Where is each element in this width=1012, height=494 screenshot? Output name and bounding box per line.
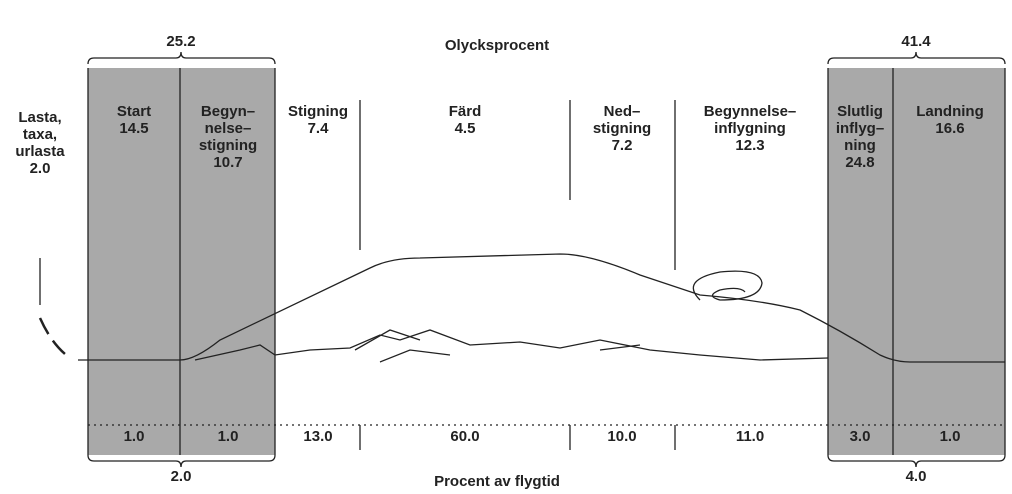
- footer: Procent av flygtid: [434, 473, 560, 490]
- title: Olycksprocent: [445, 37, 549, 54]
- phase-name: stigning: [199, 137, 257, 154]
- group-label: 41.4: [901, 33, 931, 50]
- group-label: 2.0: [171, 468, 192, 485]
- phase-name: Lasta,: [18, 109, 61, 126]
- flight-time-percent: 1.0: [124, 428, 145, 445]
- diagram: Olycksprocent Procent av flygtid 25.2 41…: [0, 0, 1012, 494]
- phase-name: inflygning: [714, 120, 786, 137]
- phase-name: stigning: [593, 120, 651, 137]
- flight-time-percent: 10.0: [607, 428, 636, 445]
- phase-name: Begyn–: [201, 103, 255, 120]
- phase-name: taxa,: [23, 126, 57, 143]
- accident-percent: 2.0: [30, 160, 51, 177]
- accident-percent: 10.7: [213, 154, 242, 171]
- phase-name: Stigning: [288, 103, 348, 120]
- flight-time-percent: 1.0: [218, 428, 239, 445]
- phase-name: inflyg–: [836, 120, 884, 137]
- phase-name: ning: [844, 137, 876, 154]
- accident-percent: 16.6: [935, 120, 964, 137]
- flight-time-percent: 11.0: [736, 428, 764, 445]
- group-label: 25.2: [166, 33, 195, 50]
- phase-name: urlasta: [15, 143, 65, 160]
- accident-percent: 24.8: [845, 154, 874, 171]
- phase-name: Färd: [449, 103, 482, 120]
- phase-name: Begynnelse–: [704, 103, 797, 120]
- flight-time-percent: 3.0: [850, 428, 871, 445]
- phase-name: Slutlig: [837, 103, 883, 120]
- accident-percent: 7.2: [612, 137, 633, 154]
- flight-time-percent: 13.0: [303, 428, 332, 445]
- terrain-detail: [355, 330, 640, 362]
- accident-percent: 4.5: [455, 120, 476, 137]
- accident-percent: 12.3: [735, 137, 764, 154]
- phase-name: Ned–: [604, 103, 641, 120]
- flight-time-percent: 1.0: [940, 428, 961, 445]
- phase-name: Landning: [916, 103, 984, 120]
- phase-name: Start: [117, 103, 151, 120]
- group-label: 4.0: [906, 468, 927, 485]
- terrain: [195, 330, 828, 360]
- accident-percent: 7.4: [308, 120, 330, 137]
- accident-percent: 14.5: [119, 120, 148, 137]
- phase-name: nelse–: [205, 120, 252, 137]
- flight-time-percent: 60.0: [450, 428, 479, 445]
